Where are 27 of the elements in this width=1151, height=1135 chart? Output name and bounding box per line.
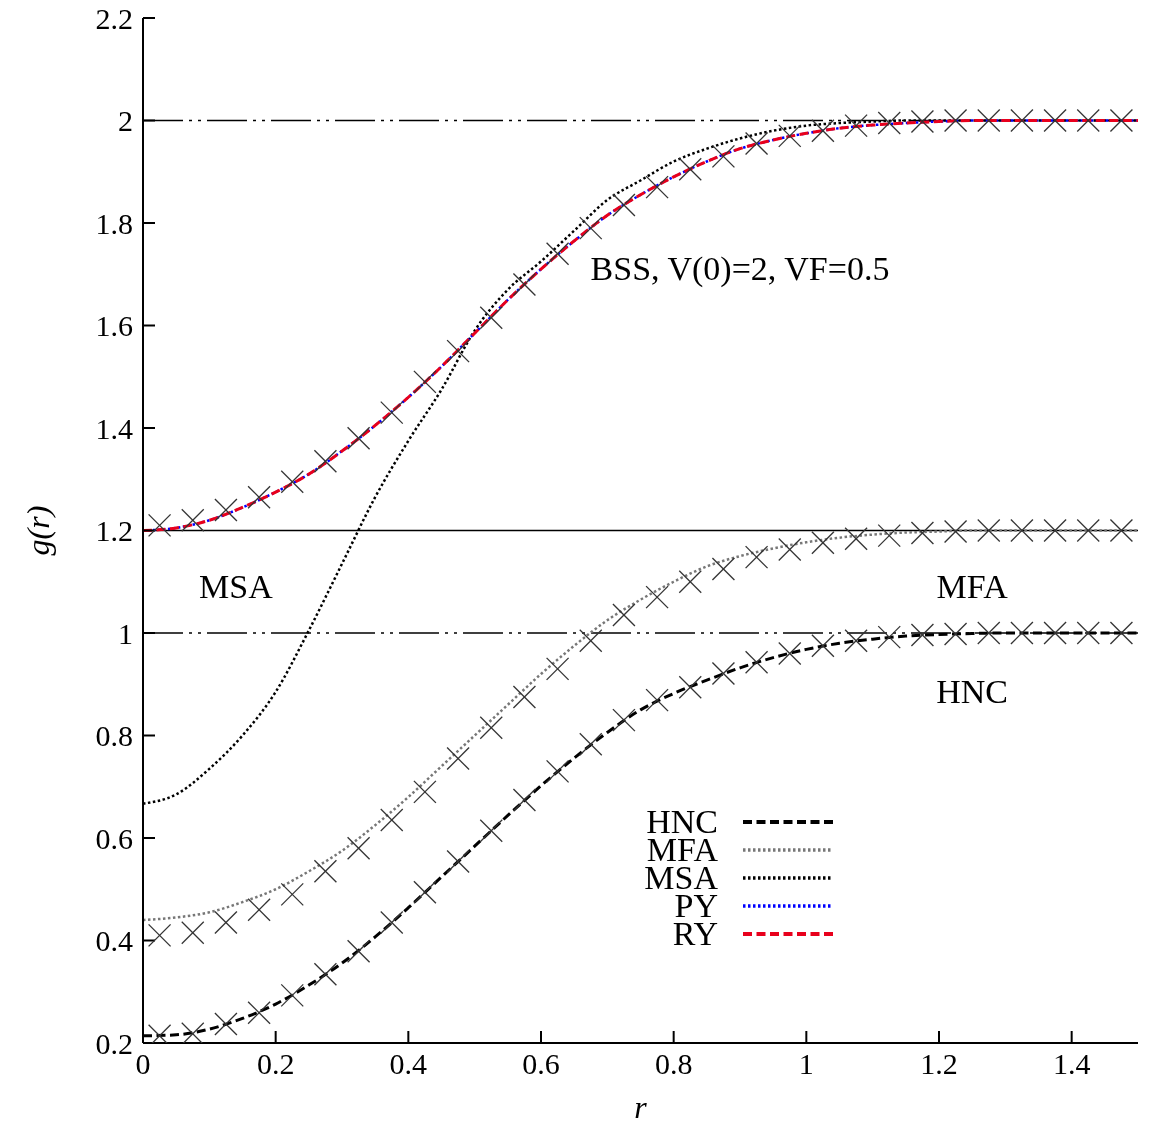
- y-tick-label: 2: [118, 104, 133, 138]
- x-tick-label: 0.4: [389, 1047, 428, 1081]
- y-tick-label: 1: [118, 616, 133, 650]
- y-tick-label: 0.6: [95, 821, 133, 855]
- x-tick-label: 1.4: [1052, 1047, 1091, 1081]
- y-tick-label: 1.4: [95, 411, 133, 445]
- x-tick-label: 0.8: [654, 1047, 693, 1081]
- legend-label: HNC: [645, 803, 718, 840]
- annotation: MSA: [199, 567, 273, 606]
- x-tick-label: 0.2: [256, 1047, 295, 1081]
- y-tick-label: 2.2: [95, 1, 133, 35]
- annotation: BSS, V(0)=2, VF=0.5: [590, 250, 890, 289]
- x-axis-title: r: [634, 1089, 648, 1125]
- y-tick-label: 0.4: [95, 924, 133, 958]
- x-tick-label: 0: [135, 1047, 151, 1081]
- annotation: MFA: [936, 567, 1008, 606]
- y-tick-label: 1.8: [95, 206, 133, 240]
- x-tick-label: 1: [798, 1047, 814, 1081]
- x-tick-label: 1.2: [920, 1047, 958, 1081]
- line-series: [143, 529, 1138, 922]
- y-axis-title: g(r): [20, 505, 57, 556]
- y-tick-label: 1.6: [95, 309, 133, 343]
- y-tick-label: 1.2: [95, 514, 133, 548]
- y-tick-label: 0.2: [95, 1026, 133, 1060]
- y-tick-label: 0.8: [95, 719, 133, 753]
- x-tick-label: 0.6: [522, 1047, 560, 1081]
- annotation: HNC: [936, 672, 1009, 711]
